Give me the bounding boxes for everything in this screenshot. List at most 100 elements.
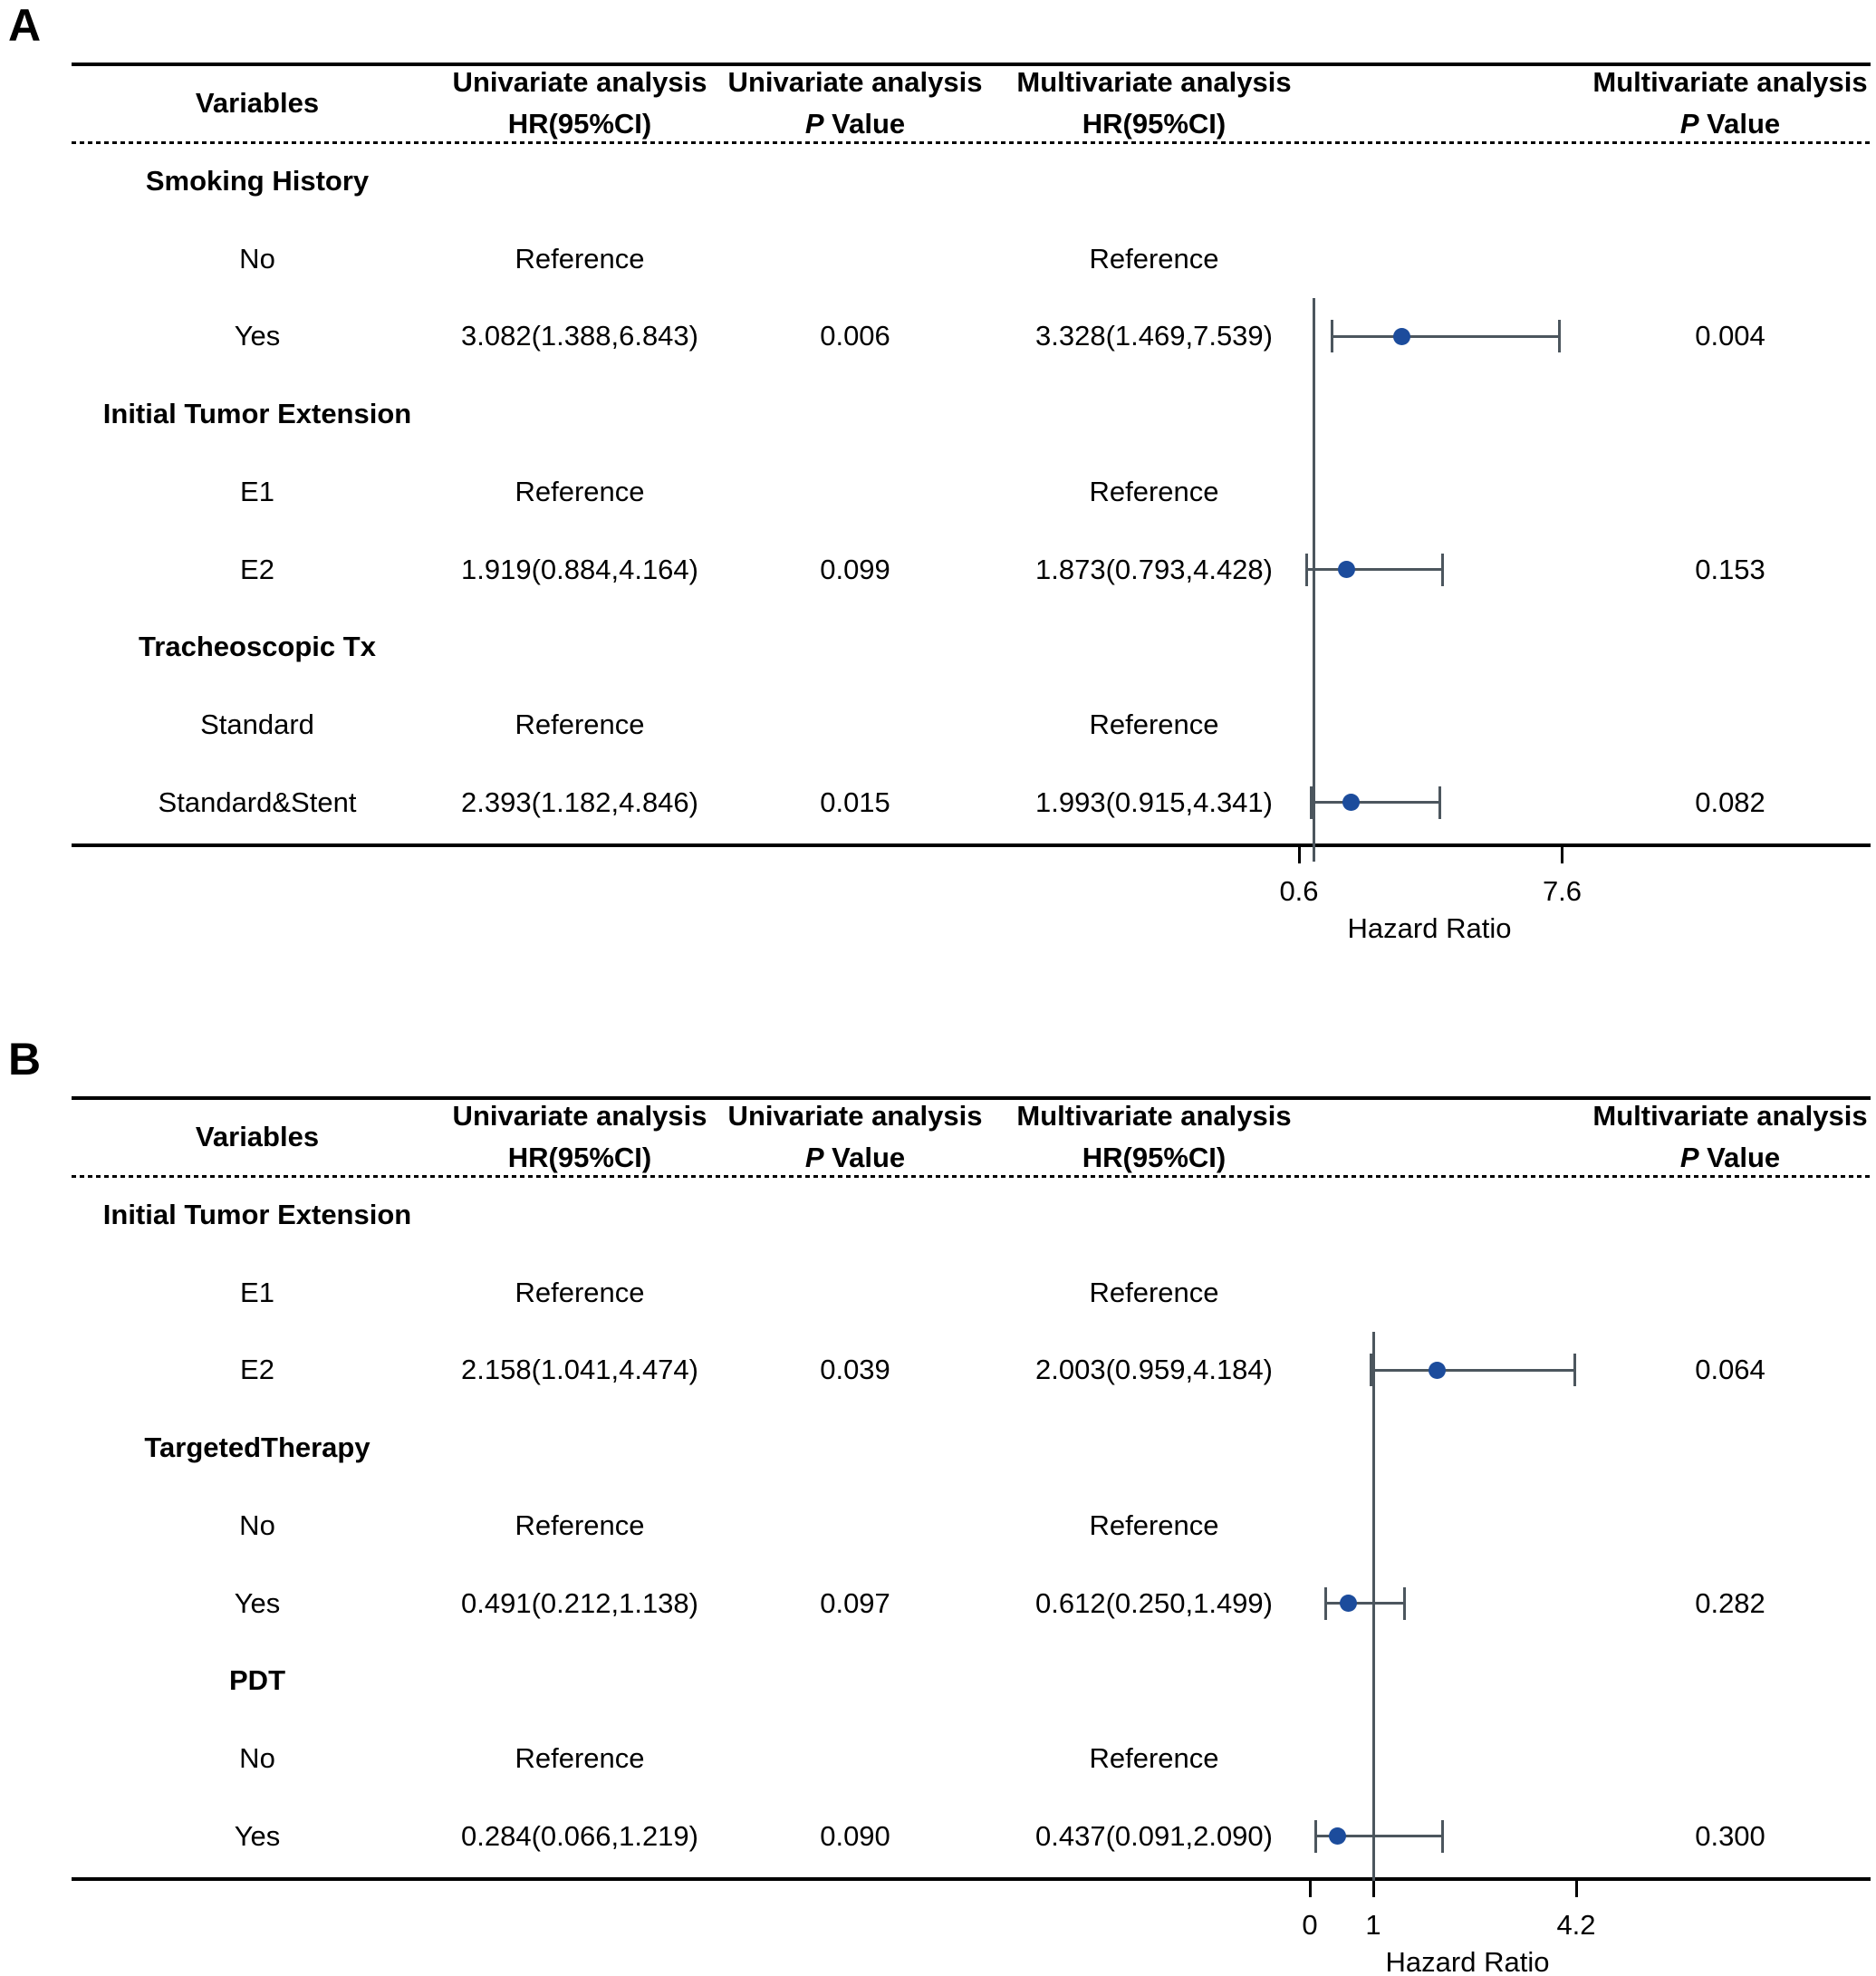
- uni-hr-value: Reference: [515, 1741, 645, 1774]
- hr-point-marker: [1342, 794, 1361, 812]
- group-label: Tracheoscopic Tx: [139, 631, 376, 663]
- multi-hr-value: Reference: [1089, 1509, 1219, 1541]
- row-variable-label: No: [239, 1509, 275, 1541]
- uni-hr-value: Reference: [515, 242, 645, 275]
- multi-p-value: 0.064: [1695, 1354, 1765, 1386]
- multi-p-value: 0.300: [1695, 1819, 1765, 1852]
- ci-cap-high: [1438, 786, 1441, 819]
- row-variable-label: E1: [240, 1276, 274, 1308]
- axis-tick: [1371, 1881, 1375, 1897]
- hr-point-marker: [1340, 1595, 1358, 1612]
- ci-cap-low: [1369, 1354, 1372, 1387]
- ci-line: [1332, 334, 1560, 338]
- group-label: Smoking History: [145, 165, 370, 197]
- column-header-multivariate-hr-line1: Multivariate analysis: [1016, 1100, 1292, 1132]
- multi-hr-value: 0.612(0.250,1.499): [1035, 1586, 1273, 1619]
- p-value-italic-p: P: [1679, 108, 1699, 140]
- table-top-line: [72, 63, 1871, 66]
- ci-cap-low: [1330, 320, 1333, 353]
- uni-hr-value: Reference: [515, 1276, 645, 1308]
- row-variable-label: E1: [240, 475, 274, 507]
- row-variable-label: No: [239, 242, 275, 275]
- multi-hr-value: Reference: [1089, 242, 1219, 275]
- column-header-multivariate-hr-line2: HR(95%CI): [1082, 1142, 1227, 1173]
- uni-hr-value: 0.284(0.066,1.219): [461, 1819, 698, 1852]
- uni-hr-value: Reference: [515, 708, 645, 740]
- uni-p-value: 0.099: [820, 553, 890, 585]
- uni-hr-value: 2.158(1.041,4.474): [461, 1354, 698, 1386]
- row-variable-label: E2: [240, 553, 274, 585]
- ci-cap-low: [1324, 1586, 1327, 1620]
- axis-title: Hazard Ratio: [1347, 912, 1512, 944]
- multi-hr-value: Reference: [1089, 708, 1219, 740]
- multi-hr-value: 2.003(0.959,4.184): [1035, 1354, 1273, 1386]
- ci-cap-low: [1309, 786, 1313, 819]
- axis-tick-label: 0: [1302, 1909, 1318, 1941]
- uni-p-value: 0.039: [820, 1354, 890, 1386]
- p-value-italic-p: P: [804, 1142, 824, 1173]
- column-header-multivariate-p-line1: Multivariate analysis: [1592, 66, 1868, 98]
- uni-hr-value: 3.082(1.388,6.843): [461, 320, 698, 352]
- row-variable-label: Yes: [234, 320, 281, 352]
- p-value-word: Value: [823, 108, 906, 140]
- multi-hr-value: 1.873(0.793,4.428): [1035, 553, 1273, 585]
- uni-hr-value: 0.491(0.212,1.138): [461, 1586, 698, 1619]
- multi-p-value: 0.153: [1695, 553, 1765, 585]
- row-variable-label: Standard&Stent: [158, 786, 357, 818]
- uni-hr-value: 2.393(1.182,4.846): [461, 786, 698, 818]
- multi-p-value: 0.282: [1695, 1586, 1765, 1619]
- p-value-italic-p: P: [1679, 1142, 1699, 1173]
- axis-tick: [1574, 1881, 1578, 1897]
- axis-tick-label: 1: [1365, 1909, 1381, 1941]
- hr-point-marker: [1338, 561, 1356, 578]
- table-bottom-line: [72, 1877, 1871, 1881]
- column-header-univariate-p-line1: Univariate analysis: [727, 66, 983, 98]
- column-header-multivariate-p-line2: P Value: [1680, 108, 1780, 140]
- uni-hr-value: Reference: [515, 1509, 645, 1541]
- ci-line: [1371, 1368, 1575, 1372]
- row-variable-label: No: [239, 1741, 275, 1774]
- multi-hr-value: 1.993(0.915,4.341): [1035, 786, 1273, 818]
- axis-tick: [1297, 847, 1301, 863]
- ci-cap-low: [1313, 1819, 1317, 1853]
- ci-cap-high: [1403, 1586, 1407, 1620]
- column-header-univariate-p-line2: P Value: [805, 1142, 905, 1174]
- header-dotted-line: [72, 1175, 1871, 1178]
- column-header-multivariate-hr-line2: HR(95%CI): [1082, 108, 1227, 140]
- ci-line: [1315, 1835, 1443, 1838]
- uni-hr-value: Reference: [515, 475, 645, 507]
- group-label: Initial Tumor Extension: [102, 1199, 412, 1230]
- ci-cap-high: [1440, 1819, 1444, 1853]
- axis-title: Hazard Ratio: [1385, 1946, 1550, 1976]
- group-label: PDT: [229, 1664, 285, 1697]
- axis-tick-label: 7.6: [1542, 875, 1583, 907]
- ci-cap-high: [1558, 320, 1562, 353]
- p-value-word: Value: [823, 1142, 906, 1173]
- multi-hr-value: Reference: [1089, 475, 1219, 507]
- multi-hr-value: 0.437(0.091,2.090): [1035, 1819, 1273, 1852]
- table-bottom-line: [72, 843, 1871, 847]
- column-header-univariate-p-line1: Univariate analysis: [727, 1100, 983, 1132]
- uni-p-value: 0.015: [820, 786, 890, 818]
- p-value-word: Value: [1698, 1142, 1781, 1173]
- hr-point-marker: [1329, 1827, 1347, 1846]
- reference-line: [1313, 298, 1316, 862]
- uni-hr-value: 1.919(0.884,4.164): [461, 553, 698, 585]
- axis-tick-label: 4.2: [1556, 1909, 1596, 1941]
- hr-point-marker: [1428, 1361, 1446, 1379]
- uni-p-value: 0.097: [820, 1586, 890, 1619]
- multi-hr-value: Reference: [1089, 1276, 1219, 1308]
- uni-p-value: 0.090: [820, 1819, 890, 1852]
- column-header-variables: Variables: [195, 87, 320, 119]
- multi-p-value: 0.004: [1695, 320, 1765, 352]
- column-header-variables: Variables: [195, 1121, 320, 1152]
- p-value-italic-p: P: [804, 108, 824, 140]
- column-header-univariate-hr-line1: Univariate analysis: [452, 66, 707, 98]
- column-header-multivariate-hr-line1: Multivariate analysis: [1016, 66, 1292, 98]
- multi-p-value: 0.082: [1695, 786, 1765, 818]
- uni-p-value: 0.006: [820, 320, 890, 352]
- panel-b-label: B: [7, 1034, 42, 1084]
- column-header-univariate-p-line2: P Value: [805, 108, 905, 140]
- row-variable-label: Yes: [234, 1586, 281, 1619]
